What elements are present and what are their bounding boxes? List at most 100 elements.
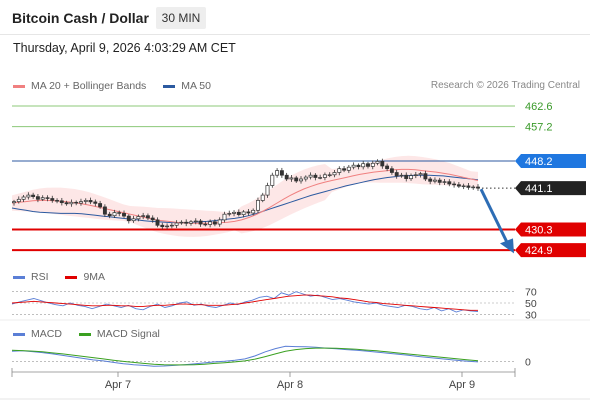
candle-body xyxy=(279,170,284,176)
candle-body xyxy=(160,224,165,228)
candle-body xyxy=(50,198,55,201)
candle-body xyxy=(452,183,457,186)
candle-body xyxy=(308,174,313,178)
candle-body xyxy=(236,211,241,215)
candle-body xyxy=(165,225,170,228)
candle-body xyxy=(150,217,155,221)
candle-body xyxy=(69,201,74,205)
legend-ma20-swatch xyxy=(13,84,25,88)
candle-body xyxy=(294,177,299,182)
legend-rsi-swatch xyxy=(13,275,25,279)
candle-body xyxy=(370,162,375,167)
legend-macd-swatch xyxy=(13,332,25,336)
candle-body xyxy=(12,201,16,204)
legend-ma50-label: MA 50 xyxy=(181,80,211,92)
candle-body xyxy=(169,224,174,227)
timeframe-button[interactable]: 30 MIN xyxy=(156,7,206,29)
candle-body xyxy=(380,161,385,167)
chart-header: Bitcoin Cash / Dollar 30 MIN xyxy=(0,0,590,35)
candle-body xyxy=(45,197,50,199)
candle-body xyxy=(322,174,327,178)
candle-body xyxy=(40,197,45,200)
candle-body xyxy=(83,200,88,202)
candle-body xyxy=(107,213,112,217)
candle-body xyxy=(131,218,136,222)
candle-body xyxy=(361,163,366,168)
candle-body xyxy=(256,200,260,211)
level-label-462.6: 462.6 xyxy=(525,101,553,113)
candle-body xyxy=(155,219,160,226)
candle-body xyxy=(346,166,351,171)
candle-body xyxy=(466,185,471,188)
candle-body xyxy=(64,202,69,205)
legend-macd-label: MACD xyxy=(31,328,62,340)
level-label-441.1: 441.1 xyxy=(525,183,553,195)
level-tag-441.1 xyxy=(515,181,586,196)
research-credit: Research © 2026 Trading Central xyxy=(430,80,580,91)
candle-body xyxy=(98,203,103,208)
legend-macd: MACD xyxy=(13,328,62,340)
candle-body xyxy=(246,211,251,214)
candle-body xyxy=(337,168,342,173)
legend-ma20-label: MA 20 + Bollinger Bands xyxy=(31,80,147,92)
legend-ma50-swatch xyxy=(163,84,176,88)
candle-body xyxy=(270,174,275,186)
candle-body xyxy=(313,174,318,178)
candle-body xyxy=(126,215,131,222)
legend-rsi: RSI xyxy=(13,271,49,283)
instrument-title: Bitcoin Cash / Dollar xyxy=(12,10,149,26)
candle-body xyxy=(222,213,227,221)
candle-body xyxy=(145,215,150,219)
ma20-line xyxy=(11,168,479,224)
main-legend: MA 20 + Bollinger Bands MA 50 xyxy=(13,80,225,92)
candle-body xyxy=(35,196,40,200)
level-tag-424.9 xyxy=(515,243,586,258)
macd-tick-0: 0 xyxy=(525,356,531,368)
candle-body xyxy=(79,201,83,204)
candle-body xyxy=(198,220,203,225)
rsi-tick-30: 30 xyxy=(525,309,537,321)
bollinger-band xyxy=(12,155,478,237)
candle-body xyxy=(399,174,404,177)
candle-body xyxy=(432,179,437,182)
legend-ma20-bollinger: MA 20 + Bollinger Bands xyxy=(13,80,146,92)
candle-body xyxy=(122,213,126,217)
candle-body xyxy=(203,223,208,226)
level-tag-448.2 xyxy=(515,154,586,169)
candle-body xyxy=(389,168,394,173)
candle-body xyxy=(88,200,93,203)
forecast-arrow-shaft xyxy=(479,188,510,246)
candle-body xyxy=(102,206,107,215)
rsi-line xyxy=(11,291,479,313)
candle-body xyxy=(26,194,31,198)
candle-body xyxy=(193,220,198,223)
rsi-legend: RSI 9MA xyxy=(13,271,119,283)
rsi-ma9-line xyxy=(11,294,478,311)
candle-body xyxy=(327,174,332,176)
candle-body xyxy=(251,209,256,214)
candle-body xyxy=(404,174,409,179)
candle-body xyxy=(55,200,60,202)
candle-body xyxy=(447,181,452,185)
candle-body xyxy=(232,211,236,214)
legend-rsi-label: RSI xyxy=(31,271,49,283)
candle-body xyxy=(21,196,26,200)
x-tick-label: Apr 8 xyxy=(277,379,303,391)
candle-body xyxy=(208,221,213,225)
candle-body xyxy=(117,212,122,214)
candle-body xyxy=(59,200,64,204)
candle-body xyxy=(394,172,399,177)
chart-datetime: Thursday, April 9, 2026 4:03:29 AM CET xyxy=(13,41,236,55)
rsi-tick-70: 70 xyxy=(525,287,537,299)
candle-body xyxy=(375,161,380,164)
candle-body xyxy=(413,174,418,176)
legend-macd-signal: MACD Signal xyxy=(78,328,160,340)
candle-body xyxy=(476,186,480,189)
level-label-457.2: 457.2 xyxy=(525,122,553,134)
candle-body xyxy=(179,221,184,224)
candle-body xyxy=(141,215,146,217)
candle-body xyxy=(289,177,294,180)
candle-body xyxy=(437,179,442,183)
candle-body xyxy=(461,185,466,188)
